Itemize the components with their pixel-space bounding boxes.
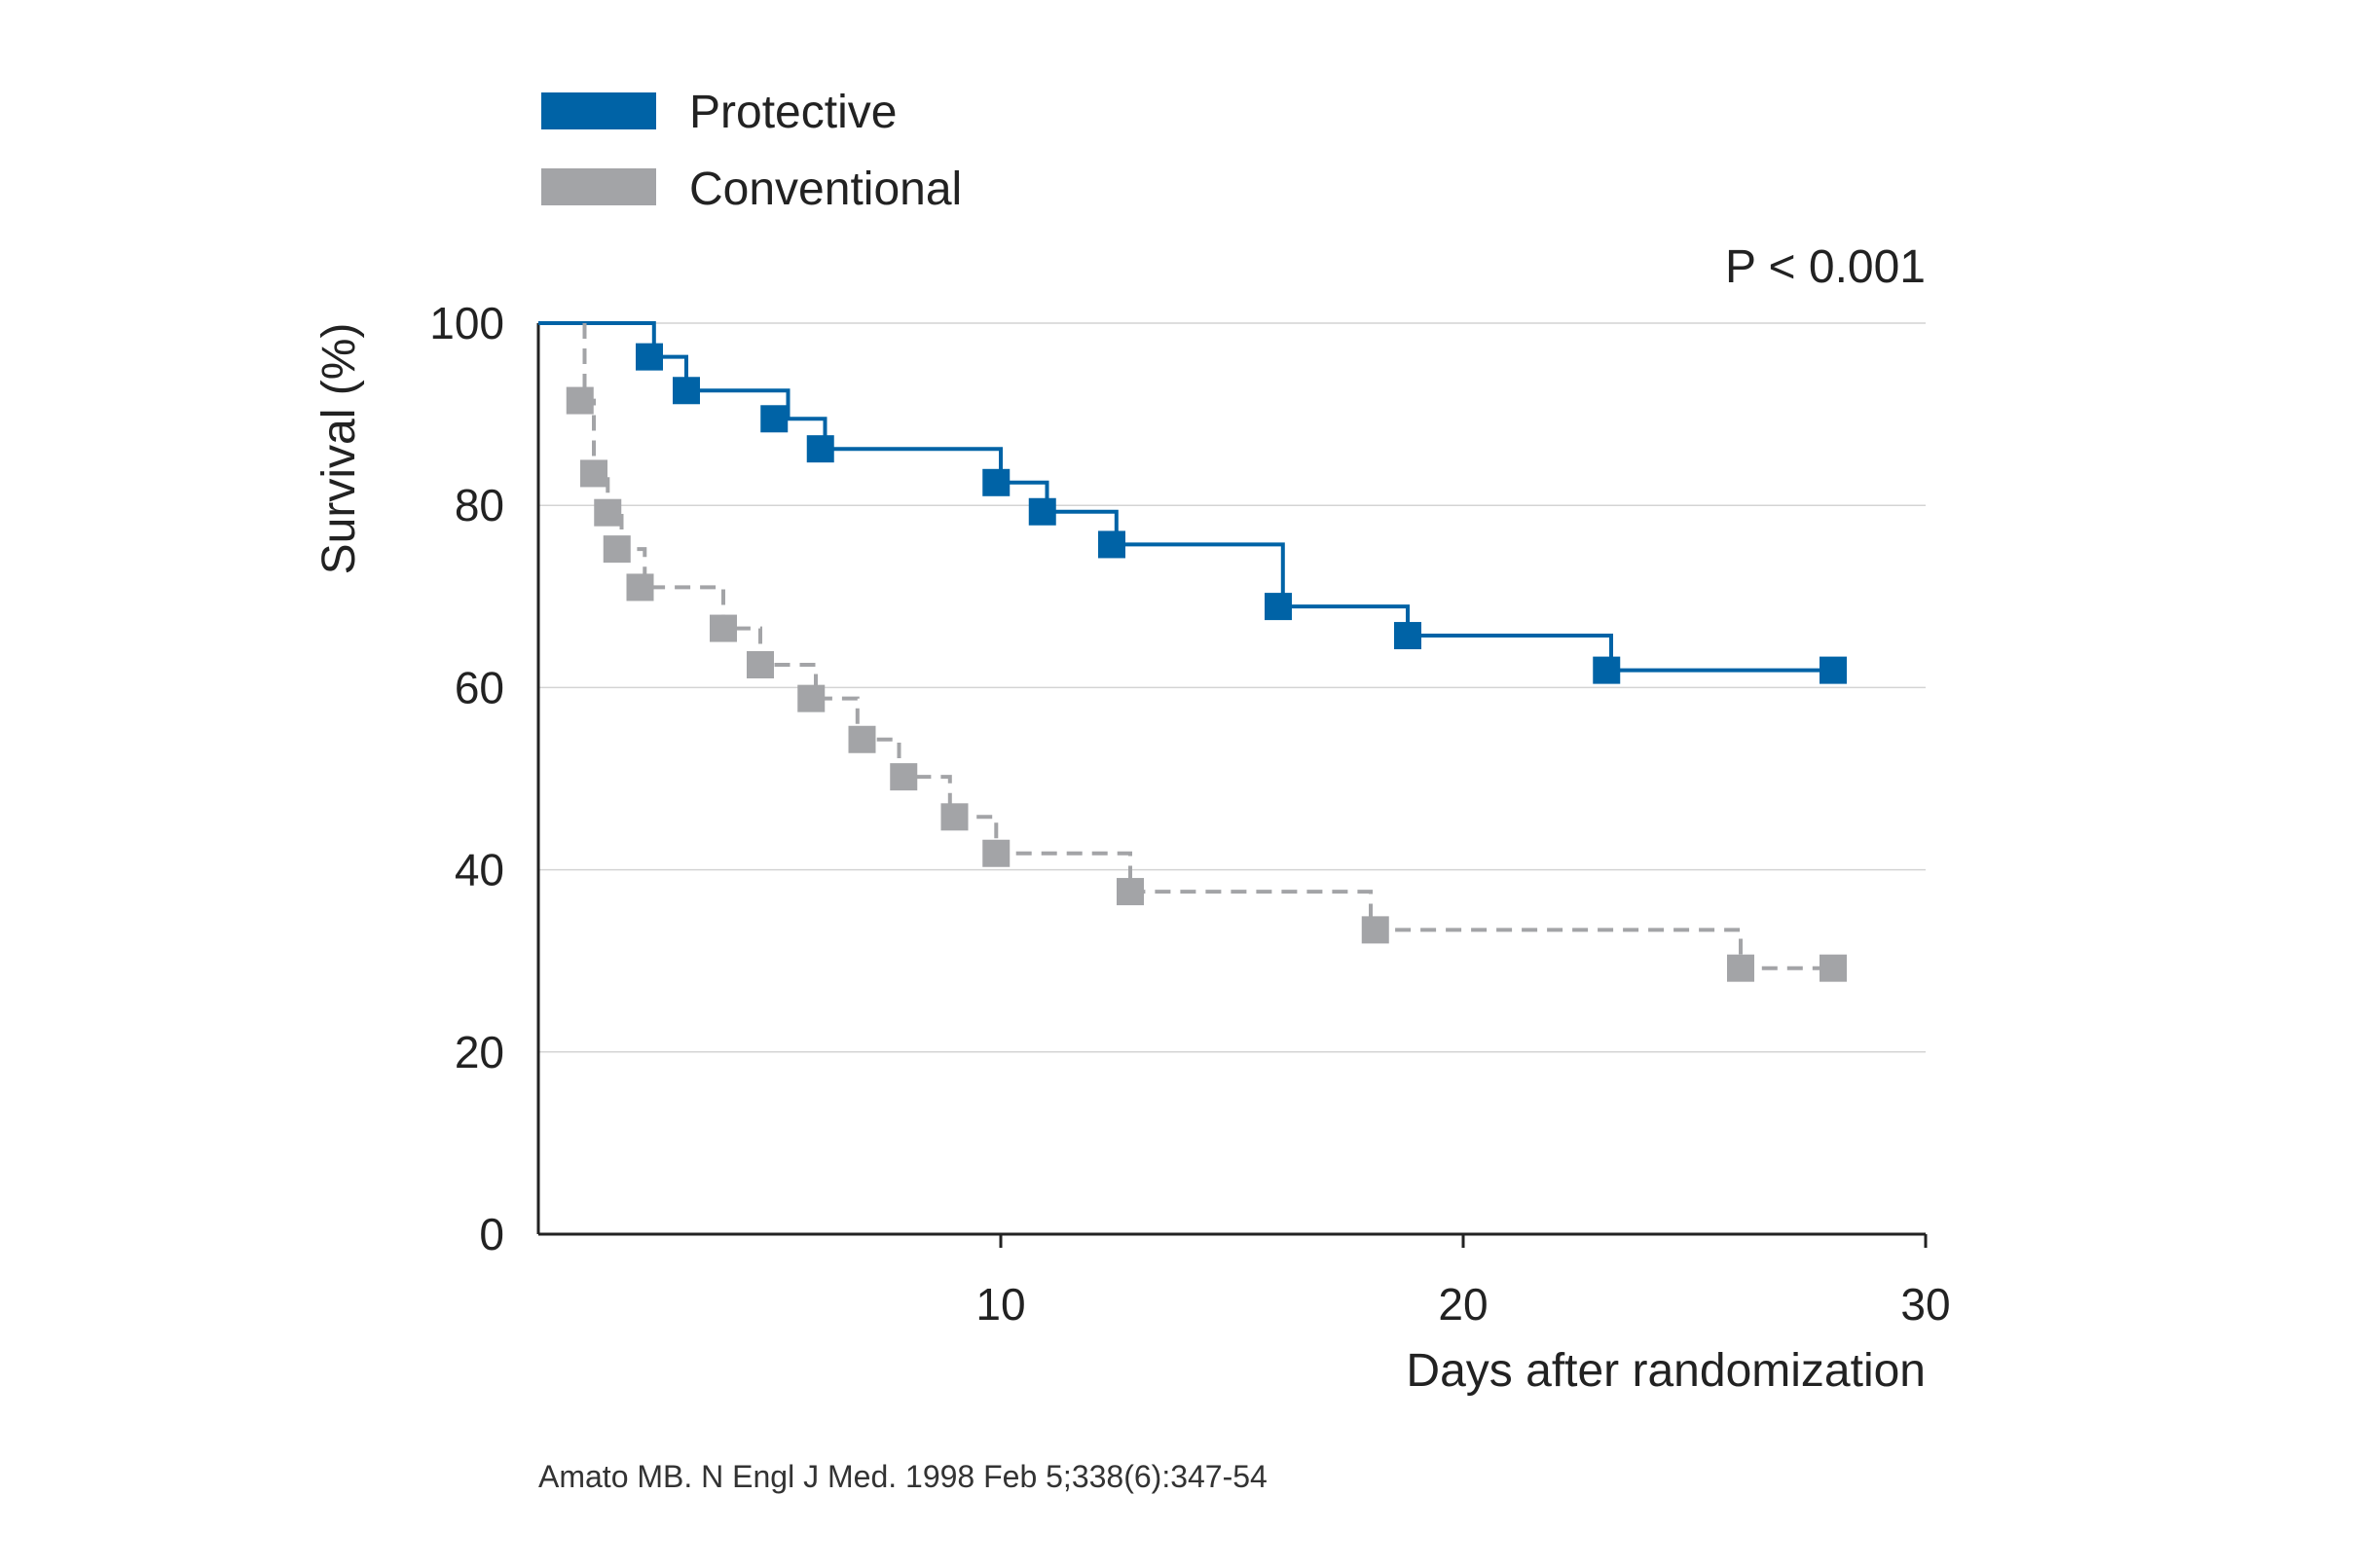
data-point-protective-2 xyxy=(760,405,789,433)
x-tick-label-20: 20 xyxy=(1438,1279,1488,1330)
y-tick-label-0: 0 xyxy=(479,1209,504,1259)
data-point-protective-4 xyxy=(982,468,1011,496)
legend-swatch-protective xyxy=(541,92,656,129)
data-point-conventional-0 xyxy=(566,386,594,415)
data-point-protective-0 xyxy=(636,343,663,371)
legend-label-conventional: Conventional xyxy=(689,164,962,215)
x-tick-labels: 10 20 30 xyxy=(975,1279,1950,1330)
series-line-protective xyxy=(538,321,1833,673)
series-conventional xyxy=(566,323,1847,982)
data-point-conventional-6 xyxy=(747,651,774,678)
y-tick-label-80: 80 xyxy=(455,480,504,530)
data-point-protective-7 xyxy=(1265,593,1292,621)
series xyxy=(538,321,1847,982)
data-point-conventional-1 xyxy=(580,459,607,488)
data-point-protective-9 xyxy=(1593,656,1621,684)
y-tick-label-100: 100 xyxy=(429,298,504,348)
legend-swatch-conventional xyxy=(541,168,656,205)
data-point-conventional-13 xyxy=(1361,916,1389,944)
data-point-protective-5 xyxy=(1028,497,1056,526)
data-point-conventional-15 xyxy=(1820,954,1847,982)
y-tick-label-60: 60 xyxy=(455,662,504,712)
y-axis-label: Survival (%) xyxy=(313,323,365,575)
gridlines xyxy=(538,322,1926,1053)
data-point-conventional-4 xyxy=(626,573,654,602)
data-point-conventional-3 xyxy=(603,535,631,564)
data-point-protective-1 xyxy=(673,377,700,405)
x-tick-label-30: 30 xyxy=(1900,1279,1950,1330)
data-point-conventional-14 xyxy=(1727,954,1754,982)
y-tick-label-20: 20 xyxy=(455,1027,504,1077)
y-tick-labels: 0 20 40 60 80 100 xyxy=(429,298,504,1259)
citation: Amato MB. N Engl J Med. 1998 Feb 5;338(6… xyxy=(538,1459,1268,1494)
data-point-conventional-11 xyxy=(982,839,1011,867)
data-point-protective-3 xyxy=(806,435,834,463)
x-axis-label: Days after randomization xyxy=(1406,1345,1926,1397)
data-point-conventional-7 xyxy=(797,684,826,712)
p-value-annotation: P < 0.001 xyxy=(1725,241,1926,293)
data-point-conventional-10 xyxy=(940,803,969,831)
data-point-conventional-8 xyxy=(848,725,876,753)
x-tick-label-10: 10 xyxy=(975,1279,1025,1330)
series-protective xyxy=(538,321,1847,684)
y-tick-label-40: 40 xyxy=(455,845,504,895)
data-point-conventional-9 xyxy=(890,763,918,791)
data-point-protective-8 xyxy=(1394,622,1421,650)
data-point-protective-10 xyxy=(1820,656,1847,684)
axes xyxy=(536,323,1928,1248)
data-point-conventional-2 xyxy=(594,498,622,527)
legend: Protective Conventional xyxy=(541,87,962,215)
legend-label-protective: Protective xyxy=(689,87,897,138)
data-point-conventional-5 xyxy=(710,614,737,642)
data-point-conventional-12 xyxy=(1117,878,1144,906)
data-point-protective-6 xyxy=(1098,530,1125,559)
